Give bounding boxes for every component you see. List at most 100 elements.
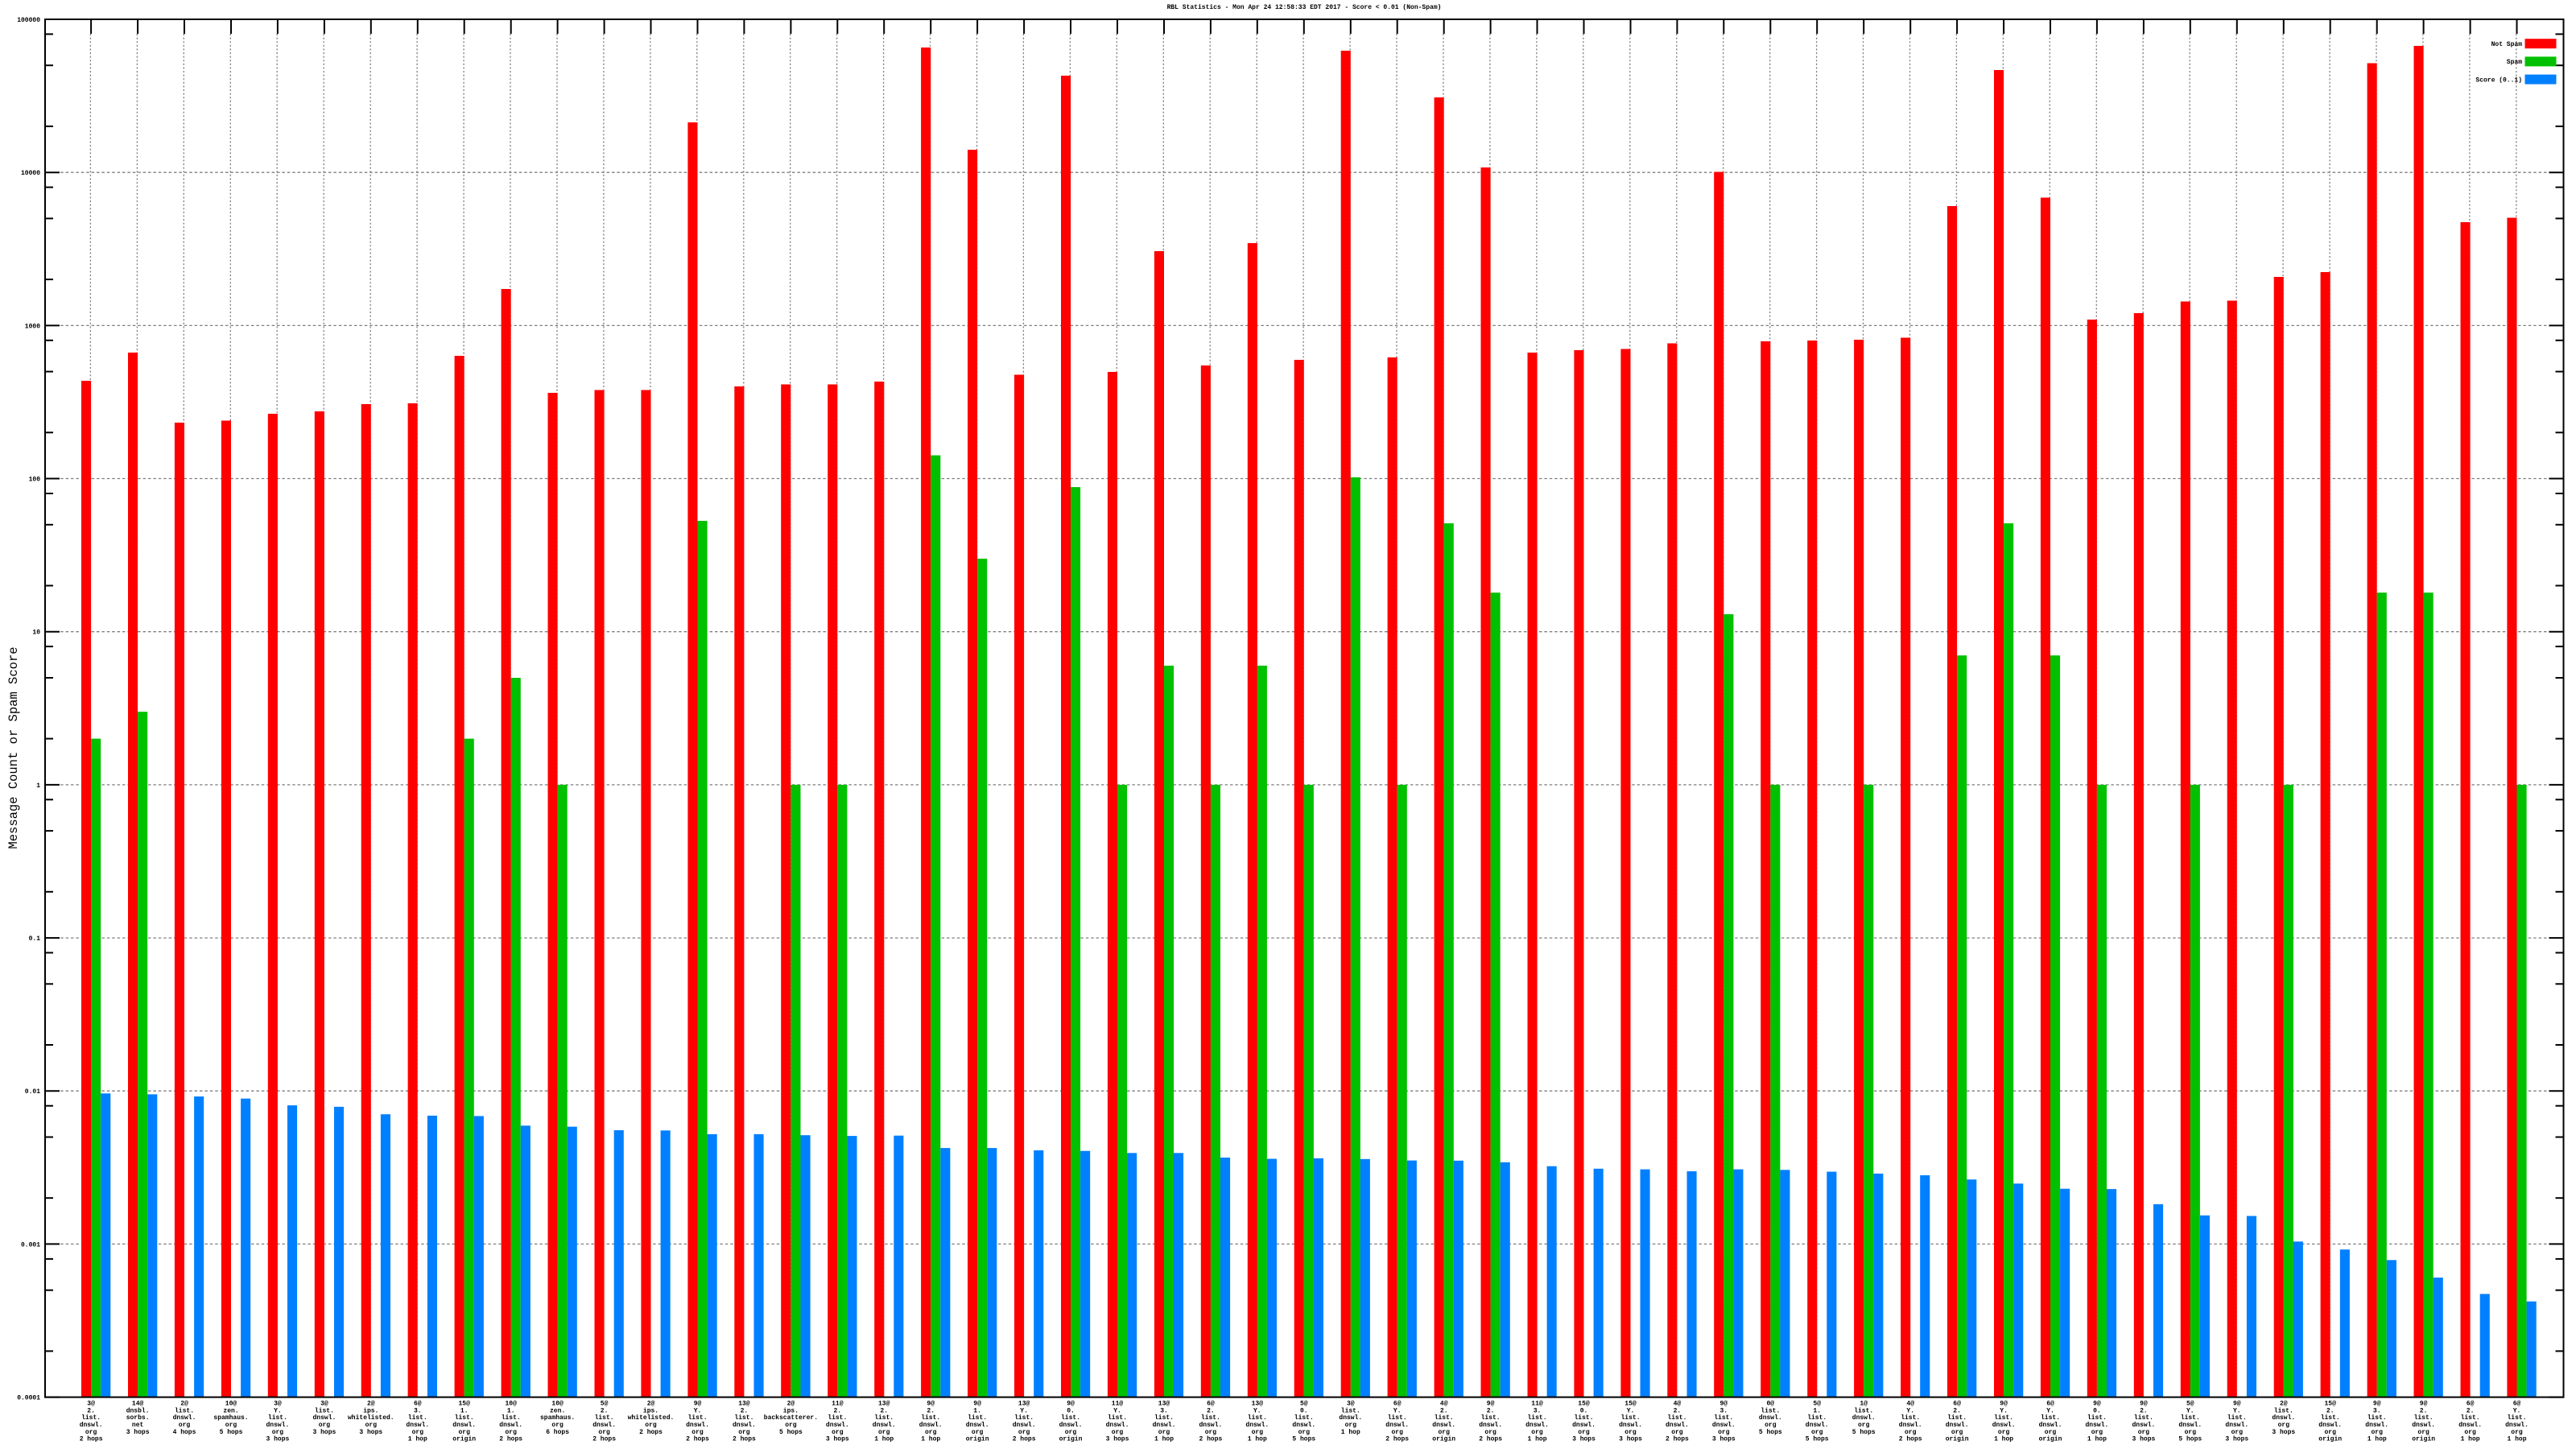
svg-text:org: org [1671,1429,1683,1436]
svg-text:list.: list. [2181,1414,2200,1422]
svg-text:dnswl.: dnswl. [1946,1422,1969,1429]
svg-text:Y.: Y. [2046,1407,2054,1414]
svg-text:sorbs.: sorbs. [126,1414,150,1422]
svg-text:5 hops: 5 hops [2178,1436,2202,1443]
svg-text:list.: list. [2087,1414,2107,1422]
svg-text:10@: 10@ [551,1401,564,1408]
svg-text:3 hops: 3 hops [2272,1429,2295,1436]
svg-text:dnswl.: dnswl. [1245,1422,1269,1429]
svg-text:3 hops: 3 hops [2132,1436,2155,1443]
svg-text:2.: 2. [741,1407,749,1414]
svg-text:org: org [1998,1429,2010,1436]
svg-text:dnswl.: dnswl. [173,1414,196,1422]
svg-text:Not Spam: Not Spam [2491,41,2523,48]
svg-text:dnswl.: dnswl. [1806,1422,1829,1429]
svg-text:org: org [1718,1429,1730,1436]
svg-text:list.: list. [874,1414,894,1422]
svg-text:list.: list. [687,1414,707,1422]
svg-text:dnswl.: dnswl. [2458,1422,2482,1429]
svg-text:6@: 6@ [414,1401,422,1408]
svg-text:9@: 9@ [1067,1401,1075,1408]
svg-text:2.: 2. [927,1407,935,1414]
svg-text:dnswl.: dnswl. [1479,1422,1502,1429]
svg-text:org: org [2464,1429,2476,1436]
svg-text:13@: 13@ [738,1401,750,1408]
svg-text:org: org [1484,1429,1496,1436]
svg-text:9@: 9@ [927,1401,935,1408]
svg-text:2@: 2@ [367,1401,375,1408]
svg-text:15@: 15@ [1624,1401,1637,1408]
svg-text:org: org [598,1429,610,1436]
svg-text:1 hop: 1 hop [408,1436,427,1443]
svg-text:list.: list. [1947,1414,1967,1422]
svg-text:5@: 5@ [1813,1401,1821,1408]
svg-text:org: org [505,1429,517,1436]
svg-text:3 hops: 3 hops [1106,1436,1129,1443]
svg-text:list.: list. [1108,1414,1127,1422]
svg-text:backscatterer.: backscatterer. [764,1414,818,1422]
svg-text:6 hops: 6 hops [546,1429,569,1436]
svg-text:dnswl.: dnswl. [1199,1422,1222,1429]
svg-text:1 hop: 1 hop [1341,1429,1360,1436]
svg-text:dnswl.: dnswl. [1852,1414,1876,1422]
svg-text:dnswl.: dnswl. [1013,1422,1036,1429]
svg-text:list.: list. [268,1414,287,1422]
svg-text:list.: list. [1527,1414,1546,1422]
svg-text:list.: list. [455,1414,474,1422]
svg-text:dnswl.: dnswl. [826,1422,849,1429]
svg-text:100000: 100000 [17,17,40,24]
svg-text:dnsbl.: dnsbl. [126,1407,150,1414]
svg-text:15@: 15@ [2324,1401,2336,1408]
svg-text:dnswl.: dnswl. [266,1422,289,1429]
svg-text:ips.: ips. [363,1407,378,1414]
svg-text:org: org [2278,1422,2290,1429]
svg-text:list.: list. [1854,1407,1873,1414]
svg-text:org: org [1624,1429,1637,1436]
svg-text:1 hop: 1 hop [2507,1436,2526,1443]
svg-text:list.: list. [968,1414,987,1422]
svg-text:list.: list. [2414,1414,2434,1422]
svg-text:org: org [458,1429,470,1436]
svg-text:11@: 11@ [1531,1401,1543,1408]
svg-text:2 hops: 2 hops [1479,1436,1502,1443]
svg-text:list.: list. [1248,1414,1267,1422]
svg-text:dnswl.: dnswl. [1992,1422,2016,1429]
svg-text:0.: 0. [1300,1407,1308,1414]
svg-text:9@: 9@ [2233,1401,2241,1408]
svg-text:6@: 6@ [1953,1401,1961,1408]
svg-text:2.: 2. [1953,1407,1961,1414]
svg-text:list.: list. [828,1414,847,1422]
svg-text:org: org [1112,1429,1124,1436]
svg-text:2.: 2. [601,1407,609,1414]
svg-text:6@: 6@ [2046,1401,2054,1408]
svg-text:org: org [85,1429,97,1436]
svg-text:3 hops: 3 hops [2225,1436,2248,1443]
svg-text:2 hops: 2 hops [499,1436,522,1443]
svg-text:org: org [272,1429,284,1436]
svg-text:list.: list. [734,1414,753,1422]
svg-text:list.: list. [1294,1414,1314,1422]
svg-text:org: org [319,1422,331,1429]
svg-text:1 hop: 1 hop [1154,1436,1174,1443]
svg-text:9@: 9@ [2420,1401,2428,1408]
svg-text:org: org [412,1429,424,1436]
svg-text:2 hops: 2 hops [686,1436,709,1443]
svg-text:list.: list. [175,1407,194,1414]
svg-text:dnswl.: dnswl. [966,1422,989,1429]
svg-text:list.: list. [502,1414,521,1422]
svg-text:org: org [1158,1429,1170,1436]
svg-text:list.: list. [315,1407,334,1414]
svg-text:1@: 1@ [1860,1401,1868,1408]
svg-text:0.1: 0.1 [29,935,41,943]
svg-text:origin: origin [2412,1436,2435,1443]
svg-text:Y.: Y. [2000,1407,2008,1414]
svg-text:6@: 6@ [1207,1401,1215,1408]
svg-text:ips.: ips. [783,1407,799,1414]
svg-text:5 hops: 5 hops [1806,1436,1829,1443]
svg-text:list.: list. [1667,1414,1686,1422]
svg-text:list.: list. [2134,1414,2153,1422]
svg-text:dnswl.: dnswl. [2039,1422,2062,1429]
svg-text:list.: list. [81,1414,101,1422]
svg-text:3 hops: 3 hops [1712,1436,1736,1443]
svg-text:2 hops: 2 hops [1666,1436,1689,1443]
